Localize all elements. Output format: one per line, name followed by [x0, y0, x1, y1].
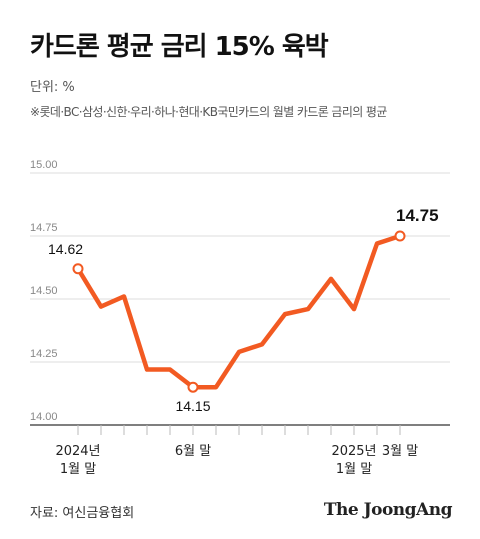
chart-title: 카드론 평균 금리 15% 육박	[30, 32, 329, 62]
grid-layer	[30, 172, 450, 426]
publisher-logo: The JoongAng	[323, 500, 453, 520]
x-tick-label: 1월 말	[60, 462, 96, 477]
y-tick-label: 14.75	[30, 222, 58, 234]
y-axis-ticks: 15.00 14.75 14.50 14.25 14.00	[30, 159, 58, 423]
x-tick-label: 6월 말	[175, 444, 211, 459]
unit-label: 단위: %	[30, 80, 75, 95]
y-tick-label: 15.00	[30, 159, 58, 171]
data-point-marker	[394, 230, 406, 242]
y-tick-label: 14.50	[30, 285, 58, 297]
data-label: 14.75	[396, 206, 439, 225]
series-line	[75, 233, 403, 390]
x-axis-ticks: 2024년 1월 말 6월 말 2025년 1월 말 3월 말	[55, 425, 418, 477]
data-point-marker	[72, 263, 84, 275]
source-text: 자료: 여신금융협회	[30, 506, 135, 521]
data-label-layer: 14.62 14.15 14.75	[48, 206, 439, 414]
chart-note: ※롯데·BC·삼성·신한·우리·하나·현대·KB국민카드의 월별 카드론 금리의…	[30, 105, 387, 119]
x-tick-label: 2024년	[55, 444, 100, 459]
data-label: 14.15	[175, 398, 210, 414]
data-point-marker	[187, 381, 199, 393]
x-tick-label: 2025년	[331, 444, 376, 459]
y-tick-label: 14.00	[30, 411, 58, 423]
series-layer	[72, 230, 406, 393]
x-tick-label: 3월 말	[382, 444, 418, 459]
x-tick-label: 1월 말	[336, 462, 372, 477]
y-tick-label: 14.25	[30, 348, 58, 360]
data-label: 14.62	[48, 241, 83, 257]
